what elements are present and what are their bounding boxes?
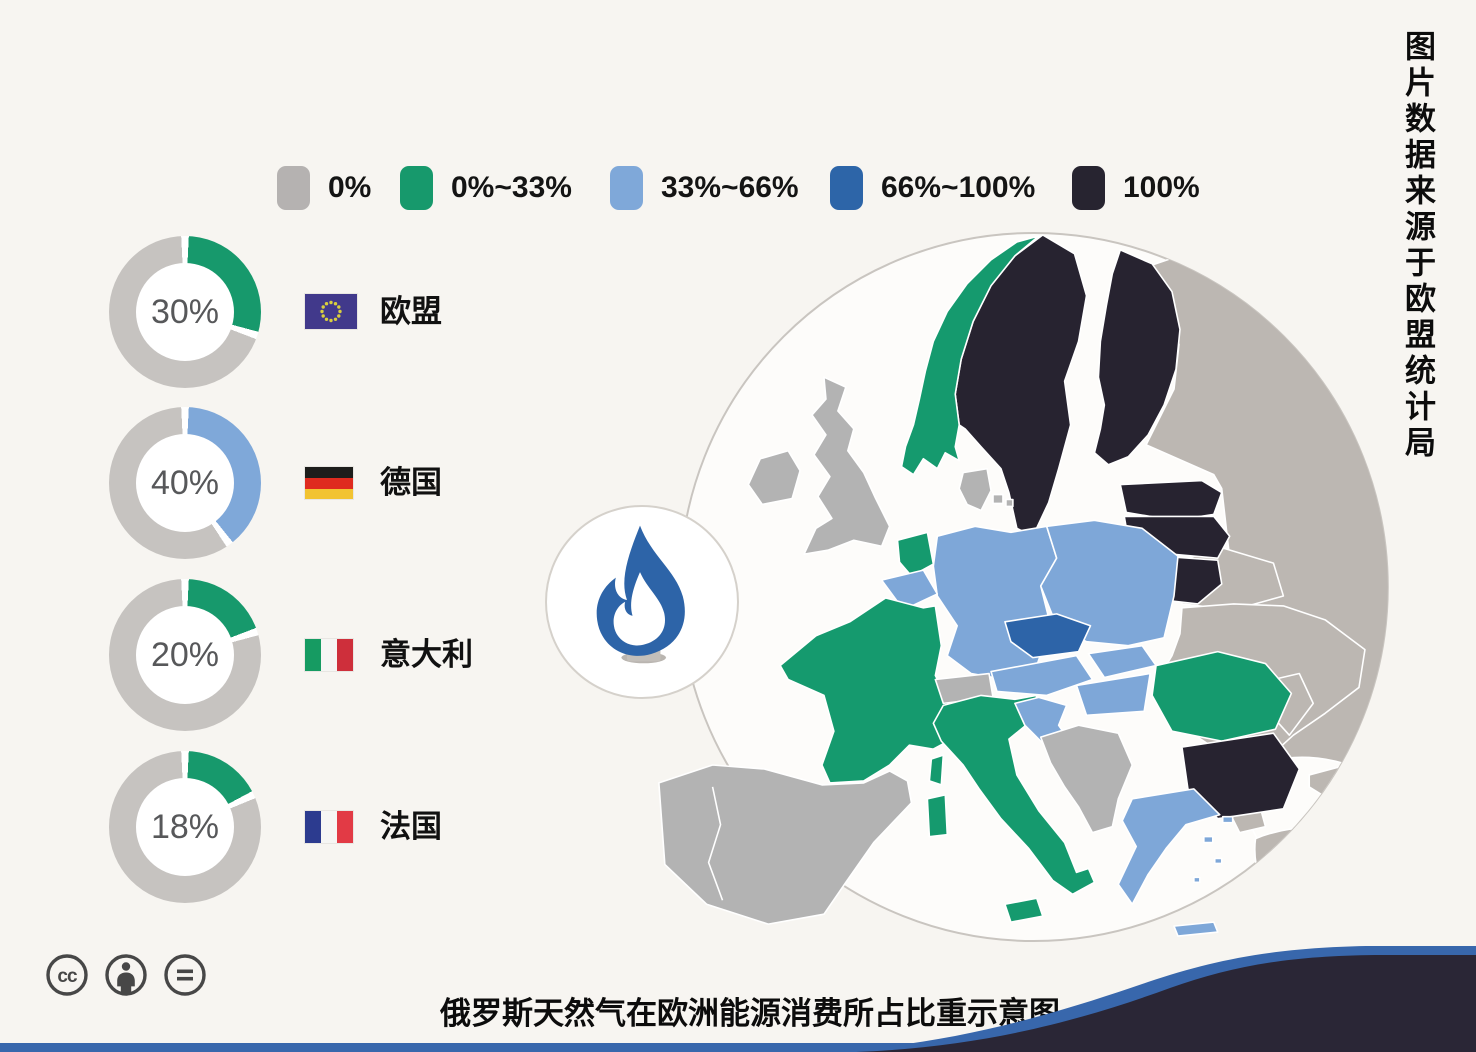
eu-flag-icon <box>305 294 357 329</box>
country-greek-isle <box>1213 857 1223 865</box>
country-estonia <box>1119 479 1223 522</box>
country-label-france: 法国 <box>380 809 442 844</box>
donut-value: 18% <box>150 807 220 846</box>
country-uk <box>803 376 891 555</box>
country-turkey <box>1254 826 1388 933</box>
donut-row-eu: 30% 欧盟 <box>0 236 620 388</box>
legend-item: 0%~33% <box>400 164 572 212</box>
legend-label: 100% <box>1123 171 1200 204</box>
donut-value: 30% <box>150 292 220 331</box>
country-ireland <box>747 449 801 506</box>
donut-row-germany: 40% 德国 <box>0 407 620 559</box>
legend-label: 0%~33% <box>451 171 572 204</box>
country-corsica <box>928 754 945 786</box>
page-title: 俄罗斯天然气在欧洲能源消费所占比重示意图 <box>440 996 1060 1031</box>
country-sardinia <box>926 794 949 838</box>
legend-swatch-66-100pct <box>830 166 863 210</box>
country-label-eu: 欧盟 <box>380 294 442 329</box>
country-greek-isle <box>1203 835 1214 844</box>
portugal-border <box>707 786 724 901</box>
country-denmark-isle <box>1005 498 1014 508</box>
legend-swatch-0pct <box>277 166 310 210</box>
donut-chart-eu: 30% <box>109 236 261 388</box>
source-note: 图片数据来源于欧盟统计局 <box>1400 30 1435 462</box>
legend-item: 33%~66% <box>610 164 799 212</box>
country-austria <box>990 654 1094 697</box>
donut-row-italy: 20% 意大利 <box>0 579 620 731</box>
country-denmark <box>958 467 992 512</box>
europe-choropleth-map <box>658 231 1389 943</box>
svg-text:cc: cc <box>57 966 78 987</box>
country-greek-isle <box>1221 815 1234 824</box>
country-hungary <box>1075 672 1151 717</box>
donut-value: 20% <box>150 635 220 674</box>
legend-swatch-0-33pct <box>400 166 433 210</box>
license-icons: cc <box>44 952 208 998</box>
donut-chart-france: 18% <box>109 751 261 903</box>
attribution-person-icon <box>105 954 147 996</box>
legend-label: 66%~100% <box>881 171 1036 204</box>
country-balkans <box>1039 724 1134 834</box>
country-spain <box>658 764 913 925</box>
legend-label: 0% <box>328 171 372 204</box>
legend-label: 33%~66% <box>661 171 799 204</box>
no-derivatives-icon <box>164 954 206 996</box>
country-label-italy: 意大利 <box>380 637 473 672</box>
legend-item: 100% <box>1072 164 1200 212</box>
cc-icon: cc <box>46 954 88 996</box>
country-norway <box>900 235 1040 476</box>
france-flag-icon <box>305 811 353 843</box>
legend-item: 0% <box>277 164 371 212</box>
country-czechia <box>1004 613 1092 659</box>
donut-row-france: 18% 法国 <box>0 751 620 903</box>
italy-flag-icon <box>305 639 353 671</box>
donut-chart-germany: 40% <box>109 407 261 559</box>
legend-swatch-100pct <box>1072 166 1105 210</box>
country-greece <box>1117 788 1221 906</box>
legend-swatch-33-66pct <box>610 166 643 210</box>
country-poland <box>1039 519 1179 647</box>
legend-item: 66%~100% <box>830 164 1035 212</box>
footer-wave-decoration <box>0 946 1476 1052</box>
country-denmark-isle <box>992 493 1004 505</box>
country-finland <box>1093 249 1181 466</box>
country-crete <box>1173 921 1219 937</box>
gas-flame-badge <box>545 505 739 699</box>
country-sicily <box>1004 897 1044 923</box>
germany-flag-icon <box>305 467 353 499</box>
country-label-germany: 德国 <box>380 465 442 500</box>
country-romania <box>1151 650 1293 742</box>
country-bulgaria <box>1181 732 1301 820</box>
donut-value: 40% <box>150 463 220 502</box>
donut-chart-italy: 20% <box>109 579 261 731</box>
country-greek-isle <box>1193 876 1201 884</box>
gas-flame-icon <box>596 525 685 664</box>
